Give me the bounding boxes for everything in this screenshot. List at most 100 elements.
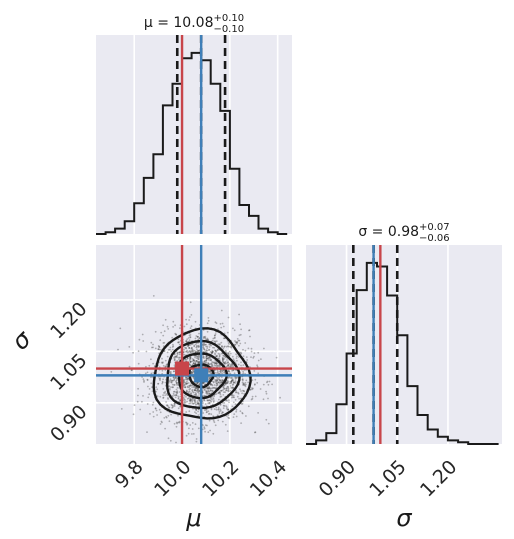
sigma-x-tick-label-2: 1.20 <box>416 456 461 501</box>
joint-sample-point <box>210 358 213 361</box>
joint-sample-point <box>191 371 193 374</box>
joint-sample-point <box>220 371 222 374</box>
joint-sample-point <box>170 350 173 353</box>
joint-sample-point <box>228 354 231 357</box>
joint-sample-point <box>219 389 222 392</box>
joint-sample-point <box>148 364 151 367</box>
joint-sample-point <box>198 383 201 386</box>
joint-sample-point <box>214 333 217 335</box>
joint-sample-point <box>230 380 233 383</box>
joint-sample-point <box>176 381 178 384</box>
joint-sample-point <box>207 399 209 402</box>
joint-sample-point <box>230 382 232 385</box>
joint-sample-point <box>159 339 162 342</box>
joint-sample-point <box>162 364 165 367</box>
joint-sample-point <box>252 387 254 390</box>
joint-sample-point <box>194 362 197 365</box>
joint-sample-point <box>211 350 214 352</box>
joint-sample-point <box>251 397 254 400</box>
joint-sample-point <box>212 381 215 384</box>
joint-sample-point <box>185 382 188 385</box>
joint-sample-point <box>235 357 238 359</box>
joint-sample-point <box>215 361 218 364</box>
joint-sample-point <box>170 413 173 416</box>
joint-sample-point <box>208 372 210 374</box>
joint-sample-point <box>196 403 199 405</box>
joint-sample-point <box>179 395 182 398</box>
joint-sample-point <box>175 333 178 336</box>
joint-sample-point <box>195 393 198 395</box>
joint-sample-point <box>205 359 208 361</box>
joint-sample-point <box>190 346 193 349</box>
joint-sample-point <box>178 421 181 424</box>
joint-sample-point <box>175 383 178 386</box>
joint-sample-point <box>191 399 194 402</box>
joint-sample-point <box>207 413 210 415</box>
joint-sample-point <box>214 379 217 381</box>
joint-sample-point <box>191 422 194 424</box>
joint-sample-point <box>169 439 172 442</box>
joint-sample-point <box>162 324 165 327</box>
joint-sample-point <box>151 386 153 388</box>
joint-sample-point <box>217 364 220 367</box>
joint-sample-point <box>174 394 177 396</box>
joint-sample-point <box>226 430 229 432</box>
mu-axis-label: μ <box>185 504 201 532</box>
joint-sample-point <box>221 420 224 423</box>
joint-sample-point <box>169 371 172 373</box>
joint-sample-point <box>137 387 140 390</box>
joint-sample-point <box>212 398 215 400</box>
joint-sample-point <box>215 408 218 411</box>
joint-sample-point <box>187 337 190 339</box>
joint-sample-point <box>194 393 197 396</box>
joint-sample-point <box>197 403 200 405</box>
joint-sample-point <box>241 402 244 405</box>
joint-sample-point <box>221 356 224 359</box>
joint-sample-point <box>257 372 260 375</box>
joint-sample-point <box>172 376 175 379</box>
joint-sample-point <box>211 390 214 393</box>
joint-sample-point <box>198 349 200 352</box>
joint-sample-point <box>184 386 186 388</box>
joint-sample-point <box>203 349 206 351</box>
joint-sample-point <box>189 384 192 387</box>
joint-sample-point <box>197 358 200 361</box>
joint-sample-point <box>189 387 192 390</box>
joint-sample-point <box>235 391 237 394</box>
joint-sample-point <box>170 386 172 388</box>
joint-sample-point <box>188 399 191 402</box>
joint-sample-point <box>171 386 174 389</box>
joint-sample-point <box>227 389 229 392</box>
joint-sample-point <box>166 355 169 358</box>
joint-sample-point <box>194 423 197 426</box>
joint-sample-point <box>162 361 164 364</box>
joint-sample-point <box>191 401 194 403</box>
joint-sample-point <box>175 392 178 395</box>
joint-sample-point <box>205 338 208 341</box>
joint-sample-point <box>188 339 191 341</box>
joint-sample-point <box>232 365 235 367</box>
joint-sample-point <box>146 379 149 381</box>
joint-sample-point <box>194 401 197 404</box>
joint-sample-point <box>170 381 173 384</box>
joint-sample-point <box>215 382 218 385</box>
joint-sample-point <box>184 346 186 349</box>
joint-sample-point <box>183 379 186 381</box>
joint-sample-point <box>189 385 191 387</box>
joint-sample-point <box>207 319 210 322</box>
joint-sample-point <box>218 412 221 414</box>
joint-sample-point <box>189 336 192 338</box>
joint-sample-point <box>196 344 198 347</box>
mu-title-plus: +0.10 <box>213 13 244 24</box>
joint-sample-point <box>159 377 162 380</box>
joint-sample-point <box>250 347 253 350</box>
joint-sample-point <box>219 382 221 385</box>
joint-sample-point <box>225 387 228 390</box>
joint-sample-point <box>222 391 225 393</box>
joint-sample-point <box>194 351 197 353</box>
joint-sample-point <box>176 352 179 354</box>
joint-sample-point <box>221 372 224 375</box>
joint-sample-point <box>242 390 245 392</box>
joint-sample-point <box>174 355 176 358</box>
joint-sample-point <box>206 349 209 352</box>
